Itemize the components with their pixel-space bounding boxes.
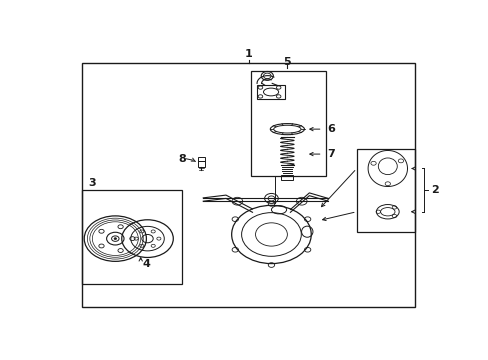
Bar (198, 157, 205, 161)
Bar (82, 190, 182, 284)
Text: 5: 5 (283, 57, 290, 67)
Text: 1: 1 (244, 49, 252, 59)
Text: 7: 7 (327, 149, 335, 159)
Text: 2: 2 (430, 185, 437, 195)
Text: 8: 8 (178, 154, 186, 164)
Bar (356, 149, 415, 232)
Bar (250, 71, 326, 176)
Circle shape (114, 238, 116, 239)
Text: 4: 4 (142, 259, 150, 269)
Text: 3: 3 (88, 179, 96, 189)
Bar (281, 175, 293, 180)
Text: 6: 6 (327, 124, 335, 134)
Bar (198, 161, 205, 167)
Bar (257, 85, 284, 99)
Bar (82, 63, 415, 307)
